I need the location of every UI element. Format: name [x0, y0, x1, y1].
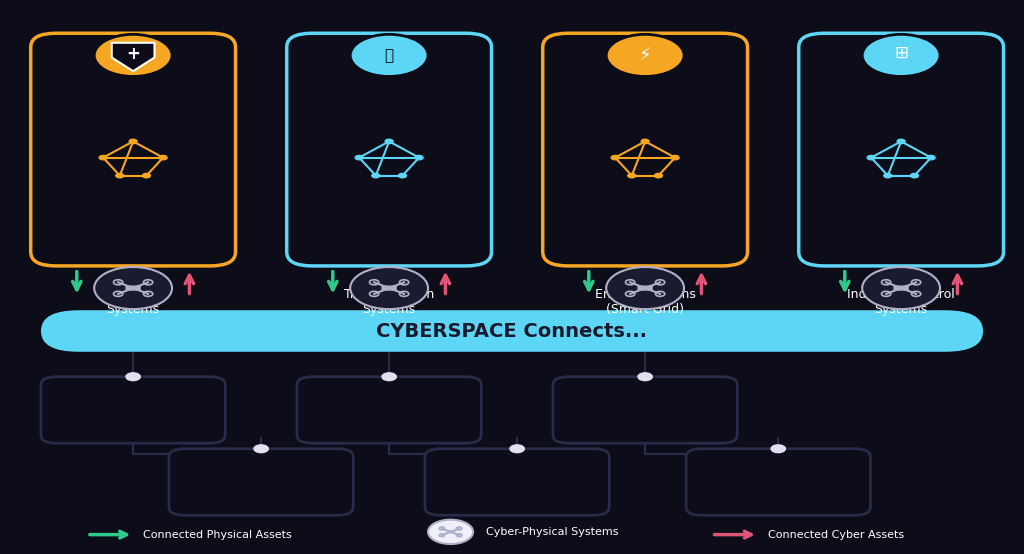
FancyBboxPatch shape [381, 285, 397, 291]
Text: Connected Cyber Assets: Connected Cyber Assets [768, 530, 904, 540]
FancyBboxPatch shape [799, 33, 1004, 266]
Circle shape [372, 173, 380, 178]
FancyBboxPatch shape [543, 33, 748, 266]
Text: ⚡: ⚡ [639, 47, 651, 64]
Circle shape [771, 445, 785, 453]
Circle shape [382, 373, 396, 381]
Circle shape [159, 156, 167, 160]
Circle shape [628, 173, 636, 178]
Circle shape [350, 34, 428, 76]
FancyBboxPatch shape [125, 285, 141, 291]
Circle shape [142, 173, 151, 178]
FancyBboxPatch shape [41, 377, 225, 443]
Circle shape [254, 445, 268, 453]
Text: Healthcare
Systems: Healthcare Systems [99, 288, 167, 316]
Circle shape [897, 139, 905, 143]
FancyBboxPatch shape [297, 377, 481, 443]
Circle shape [884, 173, 892, 178]
FancyBboxPatch shape [169, 449, 353, 515]
Circle shape [910, 173, 919, 178]
Circle shape [94, 34, 172, 76]
Circle shape [428, 520, 473, 544]
Circle shape [606, 267, 684, 309]
Circle shape [129, 139, 137, 143]
Text: ⊞: ⊞ [894, 44, 908, 61]
Circle shape [126, 373, 140, 381]
Circle shape [862, 34, 940, 76]
FancyBboxPatch shape [31, 33, 236, 266]
Circle shape [355, 156, 364, 160]
Polygon shape [112, 43, 155, 71]
Circle shape [415, 156, 423, 160]
Circle shape [99, 156, 108, 160]
Circle shape [671, 156, 679, 160]
FancyBboxPatch shape [287, 33, 492, 266]
Circle shape [638, 373, 652, 381]
Text: CYBERSPACE Connects...: CYBERSPACE Connects... [377, 321, 647, 341]
Circle shape [862, 267, 940, 309]
FancyBboxPatch shape [553, 377, 737, 443]
Circle shape [654, 173, 663, 178]
Circle shape [641, 139, 649, 143]
FancyBboxPatch shape [425, 449, 609, 515]
FancyBboxPatch shape [637, 285, 653, 291]
Circle shape [510, 445, 524, 453]
Circle shape [398, 173, 407, 178]
FancyBboxPatch shape [686, 449, 870, 515]
Text: Energy Systems
(Smart Grid): Energy Systems (Smart Grid) [595, 288, 695, 316]
Circle shape [611, 156, 620, 160]
Circle shape [385, 139, 393, 143]
FancyBboxPatch shape [893, 285, 909, 291]
Text: 🚛: 🚛 [385, 48, 393, 63]
Text: Connected Physical Assets: Connected Physical Assets [143, 530, 292, 540]
Circle shape [94, 267, 172, 309]
Text: Cyber-Physical Systems: Cyber-Physical Systems [486, 527, 618, 537]
FancyBboxPatch shape [446, 530, 455, 534]
Text: Transportation
Systems: Transportation Systems [344, 288, 434, 316]
Circle shape [927, 156, 935, 160]
FancyBboxPatch shape [41, 310, 983, 352]
Circle shape [350, 267, 428, 309]
Circle shape [116, 173, 124, 178]
Text: +: + [126, 45, 140, 63]
Circle shape [867, 156, 876, 160]
Circle shape [606, 34, 684, 76]
Text: Industrial Control
Systems: Industrial Control Systems [847, 288, 955, 316]
